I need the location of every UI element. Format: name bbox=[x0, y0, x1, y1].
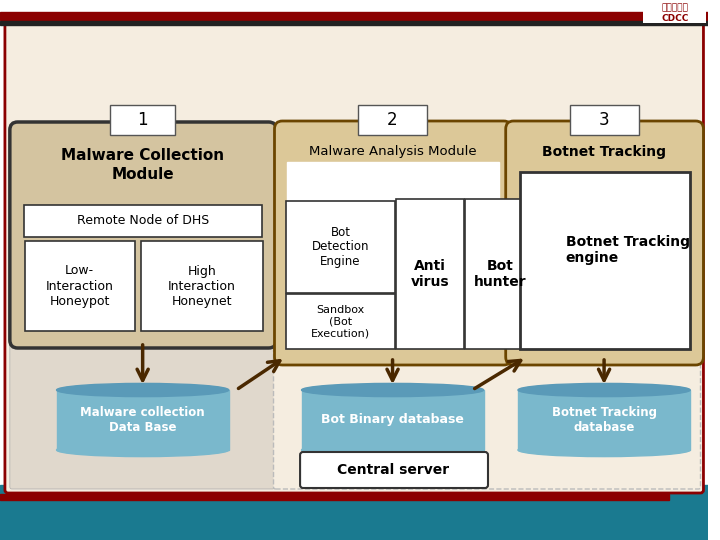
Text: Botnet Tracking: Botnet Tracking bbox=[542, 145, 666, 159]
Text: Anti
virus: Anti virus bbox=[410, 259, 449, 289]
FancyBboxPatch shape bbox=[300, 452, 488, 488]
Text: Botnet Tracking
database: Botnet Tracking database bbox=[552, 406, 657, 434]
FancyBboxPatch shape bbox=[10, 125, 274, 489]
Text: Sandbox
(Bot
Execution): Sandbox (Bot Execution) bbox=[311, 306, 370, 339]
FancyBboxPatch shape bbox=[274, 121, 512, 365]
Text: 2: 2 bbox=[387, 111, 398, 129]
Text: Central server: Central server bbox=[338, 463, 449, 477]
Text: High
Interaction
Honeynet: High Interaction Honeynet bbox=[168, 265, 235, 307]
Text: 3: 3 bbox=[599, 111, 609, 129]
Ellipse shape bbox=[57, 383, 229, 396]
Bar bbox=[0, 485, 708, 540]
Bar bbox=[0, 494, 669, 500]
Ellipse shape bbox=[57, 443, 229, 457]
FancyBboxPatch shape bbox=[395, 199, 464, 349]
Text: Bot
Detection
Engine: Bot Detection Engine bbox=[312, 226, 369, 268]
FancyBboxPatch shape bbox=[287, 201, 395, 293]
FancyBboxPatch shape bbox=[110, 105, 175, 135]
Text: सीडेक
CDCC: सीडेक CDCC bbox=[661, 3, 688, 23]
Text: Botnet Tracking
engine: Botnet Tracking engine bbox=[566, 235, 690, 265]
Ellipse shape bbox=[302, 383, 484, 396]
Text: 1: 1 bbox=[138, 111, 148, 129]
Ellipse shape bbox=[302, 443, 484, 457]
FancyBboxPatch shape bbox=[465, 199, 534, 349]
FancyBboxPatch shape bbox=[24, 241, 135, 331]
FancyBboxPatch shape bbox=[274, 125, 701, 489]
FancyBboxPatch shape bbox=[287, 294, 395, 349]
Bar bbox=[287, 162, 499, 200]
Ellipse shape bbox=[518, 383, 690, 396]
FancyBboxPatch shape bbox=[10, 122, 276, 348]
Text: Bot Binary database: Bot Binary database bbox=[321, 414, 464, 427]
FancyBboxPatch shape bbox=[5, 22, 703, 493]
FancyBboxPatch shape bbox=[644, 1, 706, 23]
FancyBboxPatch shape bbox=[570, 105, 639, 135]
Text: Low-
Interaction
Honeypot: Low- Interaction Honeypot bbox=[46, 265, 114, 307]
Bar bbox=[0, 12, 708, 20]
FancyBboxPatch shape bbox=[505, 121, 703, 365]
Text: Bot
hunter: Bot hunter bbox=[474, 259, 526, 289]
FancyBboxPatch shape bbox=[521, 172, 690, 349]
FancyBboxPatch shape bbox=[358, 105, 427, 135]
FancyBboxPatch shape bbox=[140, 241, 263, 331]
Text: Remote Node of DHS: Remote Node of DHS bbox=[76, 214, 209, 227]
Ellipse shape bbox=[518, 443, 690, 457]
Text: Malware collection
Data Base: Malware collection Data Base bbox=[81, 406, 205, 434]
Bar bbox=[518, 390, 690, 450]
FancyBboxPatch shape bbox=[24, 205, 261, 237]
Bar bbox=[302, 390, 484, 450]
Bar bbox=[0, 21, 708, 25]
Text: Malware Collection
Module: Malware Collection Module bbox=[61, 147, 224, 183]
Bar bbox=[57, 390, 229, 450]
Text: Malware Analysis Module: Malware Analysis Module bbox=[309, 145, 477, 159]
